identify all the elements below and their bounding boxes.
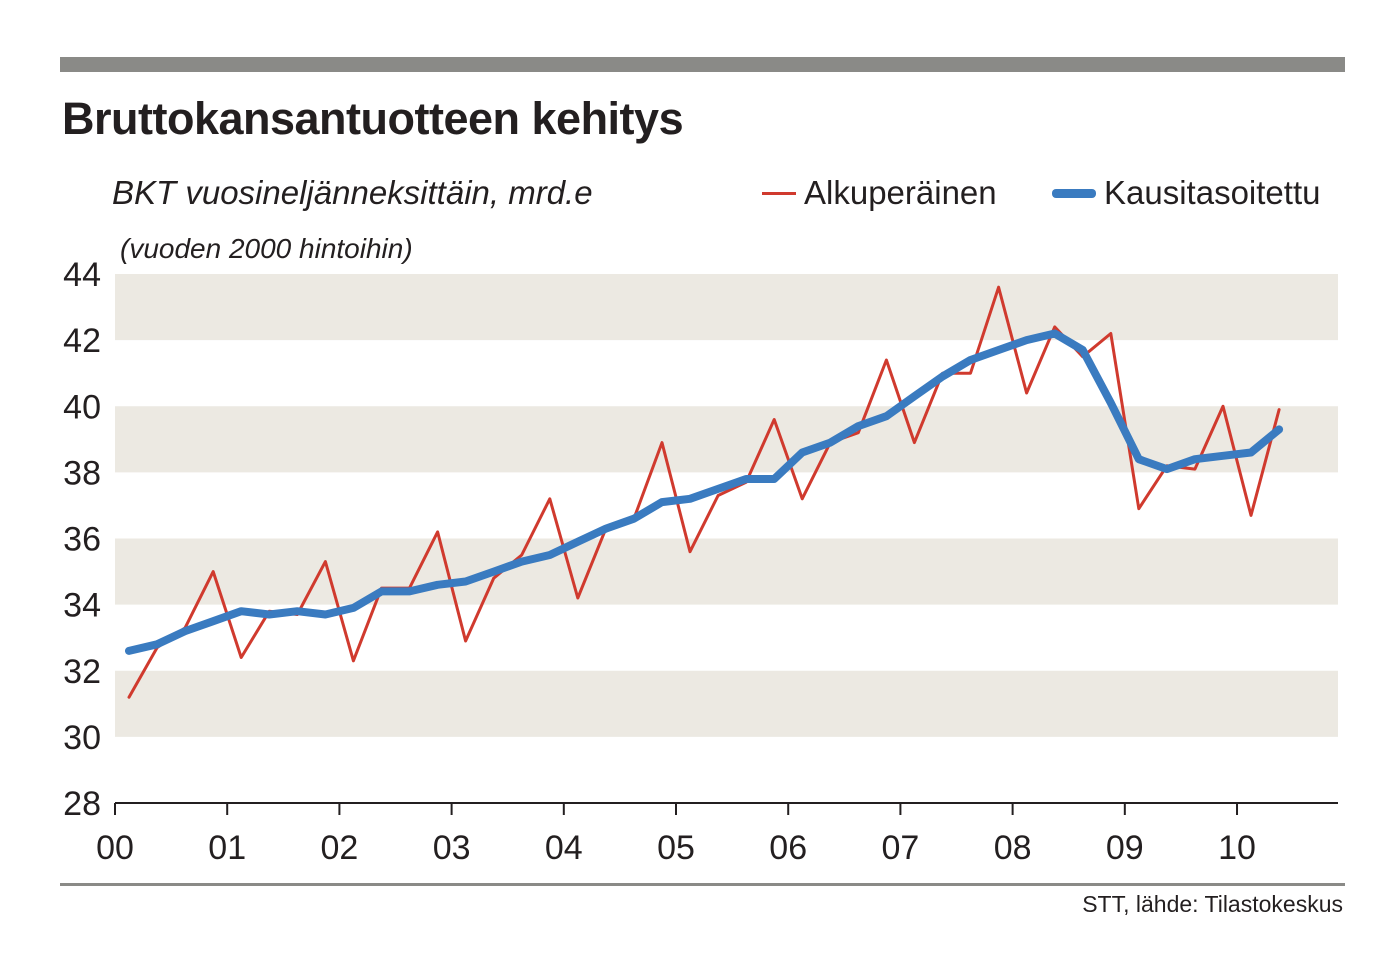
source-credit: STT, lähde: Tilastokeskus: [1082, 891, 1343, 917]
y-tick-label-44: 44: [63, 256, 101, 294]
top-rule: [60, 57, 1345, 72]
x-tick-label-06: 06: [769, 829, 807, 867]
chart-subtitle: BKT vuosineljänneksittäin, mrd.e: [112, 174, 593, 211]
band-2: [115, 406, 1338, 473]
y-tick-label-40: 40: [63, 388, 101, 426]
chart-note: (vuoden 2000 hintoihin): [120, 233, 413, 264]
x-tick-label-01: 01: [208, 829, 246, 867]
legend-swatch-original: [762, 191, 796, 195]
background-bands: [115, 274, 1338, 737]
y-tick-label-30: 30: [63, 719, 101, 757]
bottom-rule: [60, 883, 1345, 886]
x-tick-label-02: 02: [320, 829, 358, 867]
x-tick-label-07: 07: [881, 829, 919, 867]
y-tick-label-32: 32: [63, 653, 101, 691]
x-tick-label-08: 08: [994, 829, 1032, 867]
y-tick-label-42: 42: [63, 322, 101, 360]
legend-item-seasonal: Kausitasoitettu: [1052, 174, 1320, 212]
series-line-seasonal: [125, 329, 1284, 655]
x-tick-label-10: 10: [1218, 829, 1256, 867]
band-0: [115, 670, 1338, 737]
band-3: [115, 274, 1338, 341]
legend-label-seasonal: Kausitasoitettu: [1104, 174, 1321, 211]
y-tick-label-34: 34: [63, 587, 101, 625]
x-axis: 00 01 02 03 04 05 06 07 08 09 10: [96, 802, 1338, 867]
series-seasonal: [125, 329, 1284, 655]
band-1: [115, 538, 1338, 605]
chart-title: Bruttokansantuotteen kehitys: [62, 93, 684, 144]
x-tick-label-09: 09: [1106, 829, 1144, 867]
y-axis-tick-labels: 28 30 32 34 36 38 40 42 44: [63, 256, 101, 823]
x-tick-label-04: 04: [545, 829, 583, 867]
y-tick-label-28: 28: [63, 785, 101, 823]
legend-label-original: Alkuperäinen: [804, 174, 997, 211]
x-tick-label-03: 03: [433, 829, 471, 867]
legend-item-original: Alkuperäinen: [762, 174, 997, 212]
x-tick-label-00: 00: [96, 829, 134, 867]
x-tick-label-05: 05: [657, 829, 695, 867]
legend-swatch-seasonal: [1052, 188, 1096, 198]
y-tick-label-36: 36: [63, 521, 101, 559]
y-tick-label-38: 38: [63, 454, 101, 492]
